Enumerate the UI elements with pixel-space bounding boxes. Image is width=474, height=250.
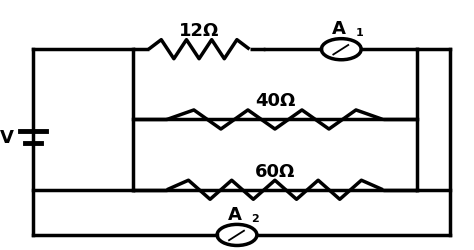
Text: A: A <box>332 20 346 38</box>
Text: 1: 1 <box>356 28 363 38</box>
Circle shape <box>321 40 361 60</box>
Text: 60Ω: 60Ω <box>255 162 295 180</box>
Text: A: A <box>228 205 242 223</box>
Text: 12Ω: 12Ω <box>179 22 219 40</box>
Text: 24V: 24V <box>0 128 14 146</box>
Circle shape <box>217 224 257 246</box>
Text: 40Ω: 40Ω <box>255 92 295 110</box>
Text: 2: 2 <box>251 213 259 223</box>
